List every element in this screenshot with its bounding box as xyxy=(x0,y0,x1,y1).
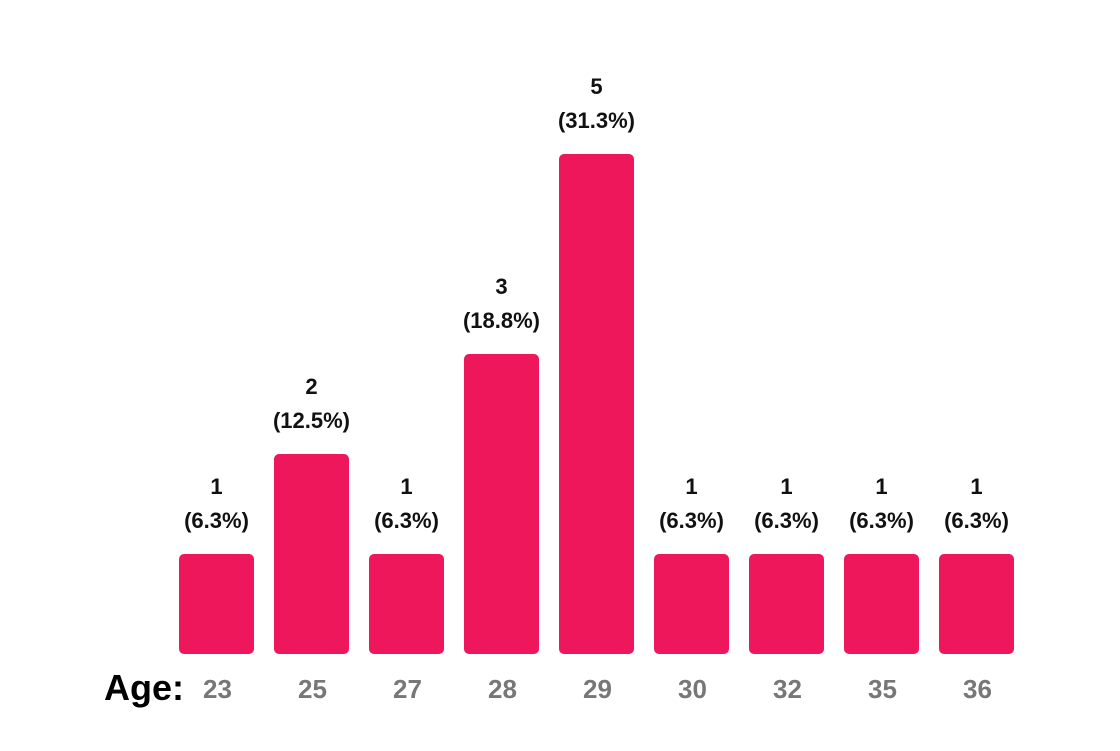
value-labels-group: 1 (6.3%) 2 (12.5%) 1 (6.3%) 3 (18.8%) 5 (31.3%) 1 (… xyxy=(184,74,1009,533)
bar-percent-label: (6.3%) xyxy=(754,508,819,533)
x-tick-label: 36 xyxy=(963,674,992,704)
bar-count-label: 3 xyxy=(495,274,507,299)
bar-age-32 xyxy=(749,554,824,654)
bar-count-label: 1 xyxy=(400,474,412,499)
bar-age-36 xyxy=(939,554,1014,654)
bar-percent-label: (6.3%) xyxy=(184,508,249,533)
bar-percent-label: (12.5%) xyxy=(273,408,350,433)
x-tick-labels-group: 23 25 27 28 29 30 32 35 36 xyxy=(203,674,992,704)
x-tick-label: 25 xyxy=(298,674,327,704)
x-tick-label: 32 xyxy=(773,674,802,704)
x-tick-label: 27 xyxy=(393,674,422,704)
bar-percent-label: (6.3%) xyxy=(374,508,439,533)
bar-age-27 xyxy=(369,554,444,654)
bar-percent-label: (6.3%) xyxy=(659,508,724,533)
bar-count-label: 1 xyxy=(780,474,792,499)
bar-age-29 xyxy=(559,154,634,654)
bar-percent-label: (6.3%) xyxy=(944,508,1009,533)
bar-percent-label: (6.3%) xyxy=(849,508,914,533)
bar-percent-label: (31.3%) xyxy=(558,108,635,133)
bar-count-label: 1 xyxy=(685,474,697,499)
x-tick-label: 29 xyxy=(583,674,612,704)
bar-age-30 xyxy=(654,554,729,654)
bar-count-label: 1 xyxy=(970,474,982,499)
bar-age-28 xyxy=(464,354,539,654)
x-tick-label: 35 xyxy=(868,674,897,704)
bar-percent-label: (18.8%) xyxy=(463,308,540,333)
bars-group xyxy=(179,154,1014,654)
bar-count-label: 1 xyxy=(210,474,222,499)
x-tick-label: 30 xyxy=(678,674,707,704)
bar-age-35 xyxy=(844,554,919,654)
bar-count-label: 1 xyxy=(875,474,887,499)
x-tick-label: 23 xyxy=(203,674,232,704)
bar-age-23 xyxy=(179,554,254,654)
x-axis-title: Age: xyxy=(104,667,184,708)
bar-count-label: 5 xyxy=(590,74,602,99)
x-tick-label: 28 xyxy=(488,674,517,704)
bar-age-25 xyxy=(274,454,349,654)
bar-count-label: 2 xyxy=(305,374,317,399)
